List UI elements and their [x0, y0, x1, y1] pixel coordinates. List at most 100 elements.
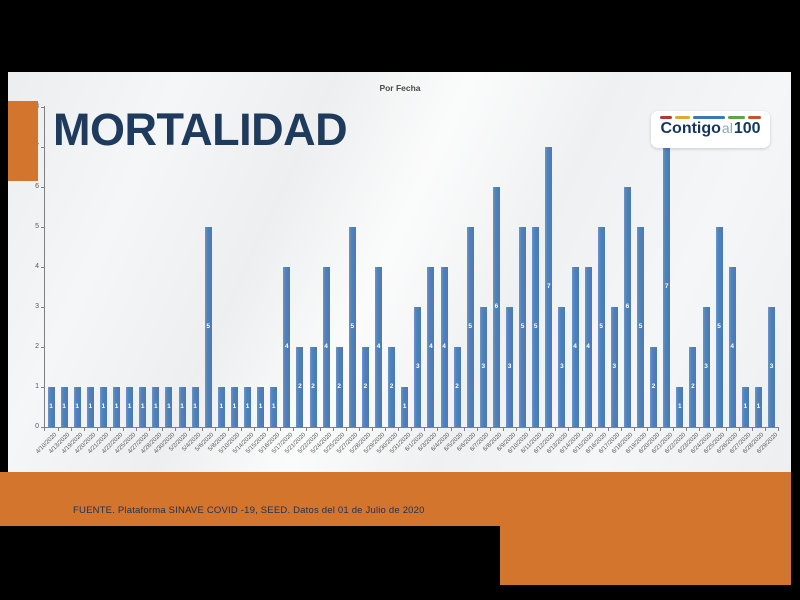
- y-tick-label: 1: [35, 383, 39, 390]
- bar-5/31/2020: [401, 387, 409, 427]
- bar-4/13/2020: [60, 387, 68, 427]
- bar-data-label: 5: [599, 323, 603, 330]
- logo-dash-icon: [675, 116, 691, 119]
- logo-word-contigo: Contigo: [660, 120, 721, 137]
- x-axis-tick: [516, 428, 518, 431]
- x-axis-tick: [529, 428, 531, 431]
- bar-4/10/2020: [47, 387, 55, 427]
- x-axis-tick: [306, 428, 308, 431]
- x-axis-tick: [568, 428, 570, 431]
- bar-5/10/2020: [230, 387, 238, 427]
- bar-6/24/2020: [702, 307, 710, 427]
- x-axis-tick: [44, 428, 46, 431]
- bar-data-label: 7: [664, 283, 669, 290]
- bar-4/20/2020: [86, 387, 94, 427]
- bar-data-label: 5: [468, 323, 472, 330]
- x-axis-tick: [542, 428, 544, 431]
- bar-6/3/2020: [427, 267, 435, 427]
- y-axis-tick: [41, 307, 45, 308]
- y-axis-tick: [41, 187, 45, 188]
- x-axis-tick: [463, 428, 465, 431]
- bar-data-label: 7: [546, 283, 551, 290]
- x-axis-tick: [293, 428, 295, 431]
- bar-data-label: 1: [62, 403, 66, 410]
- bar-6/16/2020: [597, 227, 605, 427]
- bar-6/5/2020: [453, 347, 461, 427]
- x-axis: [44, 427, 779, 428]
- bar-data-label: 1: [101, 403, 106, 410]
- bar-5/29/2020: [375, 267, 382, 427]
- logo-word-100: 100: [733, 120, 761, 137]
- x-axis-tick: [476, 428, 478, 431]
- bar-data-label: 4: [429, 343, 433, 350]
- bar-6/27/2020: [741, 387, 749, 427]
- bar-data-label: 1: [245, 403, 250, 410]
- y-tick-label: 4: [35, 263, 39, 270]
- bar-6/6/2020: [466, 227, 474, 427]
- x-axis-tick: [699, 428, 701, 431]
- x-axis-tick: [201, 428, 203, 431]
- bar-6/20/2020: [650, 347, 658, 427]
- bar-data-label: 4: [442, 343, 446, 350]
- bar-data-label: 6: [625, 303, 630, 310]
- bar-data-label: 4: [376, 343, 381, 350]
- bar-4/27/2020: [139, 387, 147, 427]
- bar-data-label: 2: [363, 383, 368, 390]
- x-axis-tick: [502, 428, 504, 431]
- bar-6/28/2020: [754, 387, 762, 427]
- bar-data-label: 1: [402, 403, 407, 410]
- y-axis-tick: [41, 347, 45, 348]
- y-axis-tick: [41, 387, 45, 388]
- x-axis-tick: [175, 428, 177, 431]
- bar-5/6/2020: [204, 227, 212, 427]
- x-axis-tick: [411, 428, 413, 431]
- bar-data-label: 4: [324, 343, 328, 350]
- bar-5/25/2020: [335, 347, 343, 427]
- bar-6/8/2020: [492, 187, 500, 427]
- bar-4/30/2020: [165, 387, 173, 427]
- x-axis-tick: [371, 428, 373, 431]
- y-tick-label: 3: [35, 303, 39, 310]
- bar-6/26/2020: [728, 267, 736, 427]
- bar-data-label: 1: [49, 403, 53, 410]
- y-axis-tick: [41, 427, 45, 428]
- bar-6/29/2020: [768, 307, 775, 427]
- bar-data-label: 5: [206, 323, 210, 330]
- bar-data-label: 3: [704, 363, 708, 370]
- orange-accent-block: [8, 101, 38, 181]
- logo-dash-icon: [747, 116, 761, 119]
- y-axis-tick: [41, 107, 45, 108]
- x-axis-tick: [738, 428, 740, 431]
- x-axis-tick: [555, 428, 557, 431]
- x-axis-tick: [620, 428, 622, 431]
- bar-4/21/2020: [99, 387, 107, 427]
- x-axis-tick: [751, 428, 753, 431]
- x-axis-tick: [725, 428, 727, 431]
- bar-data-label: 4: [284, 343, 289, 350]
- x-axis-tick: [70, 428, 72, 431]
- bar-data-label: 1: [193, 403, 197, 410]
- x-axis-tick: [240, 428, 242, 431]
- bar-data-label: 2: [651, 383, 656, 390]
- bar-5/2/2020: [178, 387, 186, 427]
- x-axis-tick: [358, 428, 360, 431]
- x-axis-tick: [254, 428, 256, 431]
- x-axis-tick: [162, 428, 164, 431]
- bar-5/22/2020: [309, 347, 317, 427]
- x-axis-tick: [109, 428, 111, 431]
- x-axis-tick: [686, 428, 688, 431]
- bar-6/1/2020: [414, 307, 422, 427]
- bar-data-label: 3: [612, 363, 617, 370]
- bar-data-label: 2: [337, 383, 341, 390]
- bar-6/15/2020: [584, 267, 592, 427]
- bar-6/22/2020: [676, 387, 684, 427]
- bar-5/24/2020: [322, 267, 330, 427]
- y-axis-tick: [41, 147, 45, 148]
- contigo-al-100-logo: Contigoal100: [651, 111, 770, 148]
- x-axis-tick: [424, 428, 426, 431]
- x-axis-tick: [136, 428, 138, 431]
- bar-4/28/2020: [152, 387, 160, 427]
- x-axis-tick: [123, 428, 125, 431]
- bar-6/21/2020: [663, 147, 671, 427]
